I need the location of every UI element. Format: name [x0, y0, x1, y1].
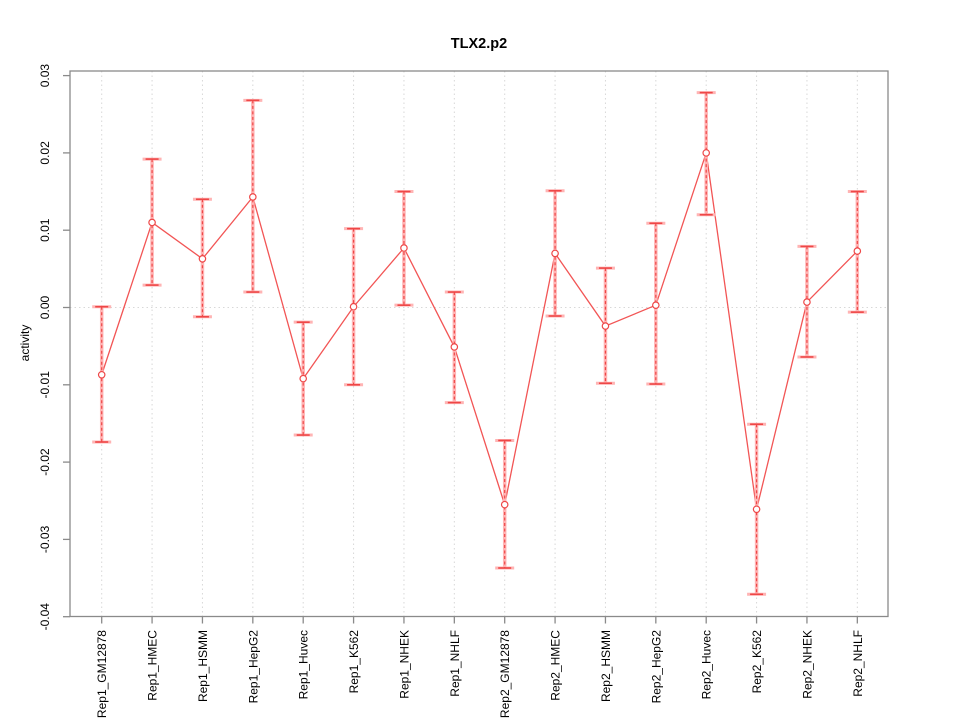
- x-tick-label: Rep1_GM12878: [95, 630, 109, 718]
- y-tick-label: 0.02: [38, 141, 52, 165]
- x-tick-label: Rep2_HSMM: [599, 630, 613, 702]
- data-point: [601, 322, 610, 330]
- y-tick-label: -0.02: [38, 448, 52, 476]
- data-point: [349, 302, 358, 311]
- x-tick-label: Rep2_GM12878: [498, 630, 512, 718]
- y-tick-label: -0.01: [38, 371, 52, 399]
- data-point: [400, 244, 408, 252]
- data-point: [249, 193, 257, 201]
- x-tick-label: Rep2_NHEK: [800, 630, 814, 699]
- data-point: [500, 500, 509, 509]
- grid-layer: [70, 71, 888, 617]
- data-point: [198, 255, 207, 263]
- x-tick-label: Rep1_HMEC: [146, 630, 160, 701]
- x-tick-label: Rep1_NHLF: [448, 630, 462, 697]
- series-line: [101, 152, 858, 510]
- x-tick-label: Rep1_HSMM: [196, 630, 210, 702]
- x-tick-label: Rep1_K562: [347, 630, 361, 694]
- data-point: [551, 249, 559, 258]
- data-point: [97, 370, 106, 379]
- y-tick-label: 0.00: [38, 295, 52, 319]
- data-layer: [92, 91, 867, 596]
- data-point: [803, 298, 811, 306]
- chart-title: TLX2.p2: [451, 36, 507, 52]
- x-tick-label: Rep1_HepG2: [246, 630, 260, 704]
- x-tick-label: Rep1_Huvec: [297, 630, 311, 699]
- data-point: [652, 301, 660, 309]
- data-point: [148, 218, 156, 227]
- data-point: [853, 247, 862, 255]
- y-axis-title: activity: [18, 325, 32, 362]
- axes-layer: 0.03 0.02 0.01 0.00 -0.01 -0.02 -0.03 -0.04 Rep1…: [38, 64, 889, 718]
- y-tick-label: -0.03: [38, 525, 52, 553]
- data-point: [299, 374, 308, 383]
- x-tick-label: Rep2_K562: [750, 630, 764, 694]
- x-tick-label: Rep1_NHEK: [397, 630, 411, 699]
- y-tick-label: -0.04: [38, 603, 52, 631]
- x-tick-label: Rep2_HepG2: [649, 630, 663, 704]
- x-tick-label: Rep2_Huvec: [700, 630, 714, 699]
- y-tick-label: 0.01: [38, 218, 52, 242]
- x-tick-label: Rep2_HMEC: [549, 630, 563, 701]
- data-point: [752, 505, 761, 514]
- x-tick-label: Rep2_NHLF: [851, 630, 865, 697]
- data-point: [702, 149, 711, 157]
- data-point: [450, 343, 459, 351]
- y-tick-label: 0.03: [38, 64, 52, 88]
- plot-border: [69, 70, 889, 618]
